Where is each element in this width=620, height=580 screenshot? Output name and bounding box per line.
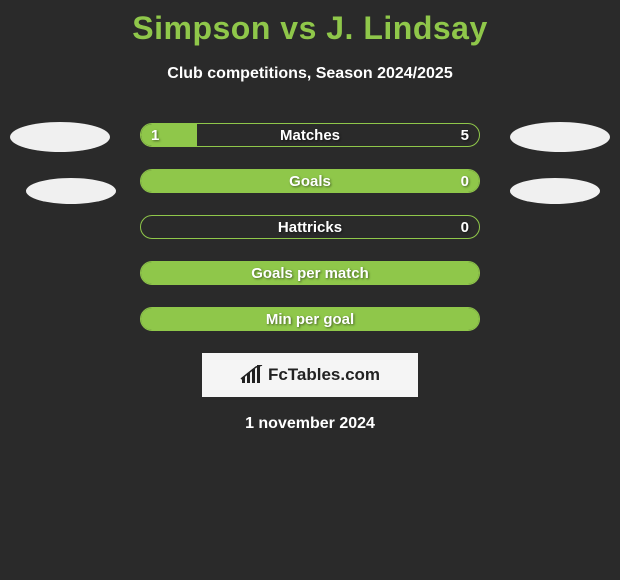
chart-icon: [240, 365, 264, 385]
page-title: Simpson vs J. Lindsay: [0, 0, 620, 47]
date-label: 1 november 2024: [0, 415, 620, 433]
bar-goals-per-match: Goals per match: [140, 261, 480, 285]
bar-goals-label: Goals: [141, 170, 479, 192]
bar-matches: 1 Matches 5: [140, 123, 480, 147]
player-right-ellipse-1: [510, 122, 610, 152]
player-right-ellipse-2: [510, 178, 600, 204]
bar-min-per-goal: Min per goal: [140, 307, 480, 331]
source-logo: FcTables.com: [202, 353, 418, 397]
bar-hattricks: Hattricks 0: [140, 215, 480, 239]
bar-hattricks-label: Hattricks: [141, 216, 479, 238]
comparison-infographic: Simpson vs J. Lindsay Club competitions,…: [0, 0, 620, 433]
subtitle: Club competitions, Season 2024/2025: [0, 65, 620, 83]
bar-goals-right-value: 0: [461, 170, 469, 192]
bar-hattricks-right-value: 0: [461, 216, 469, 238]
stat-bars: 1 Matches 5 Goals 0 Hattricks 0 Goals pe…: [140, 123, 480, 331]
bar-goals-per-match-label: Goals per match: [141, 262, 479, 284]
player-left-ellipse-2: [26, 178, 116, 204]
bar-matches-label: Matches: [141, 124, 479, 146]
bar-min-per-goal-label: Min per goal: [141, 308, 479, 330]
bar-goals: Goals 0: [140, 169, 480, 193]
player-left-ellipse-1: [10, 122, 110, 152]
bar-matches-right-value: 5: [461, 124, 469, 146]
logo-text: FcTables.com: [268, 365, 380, 385]
